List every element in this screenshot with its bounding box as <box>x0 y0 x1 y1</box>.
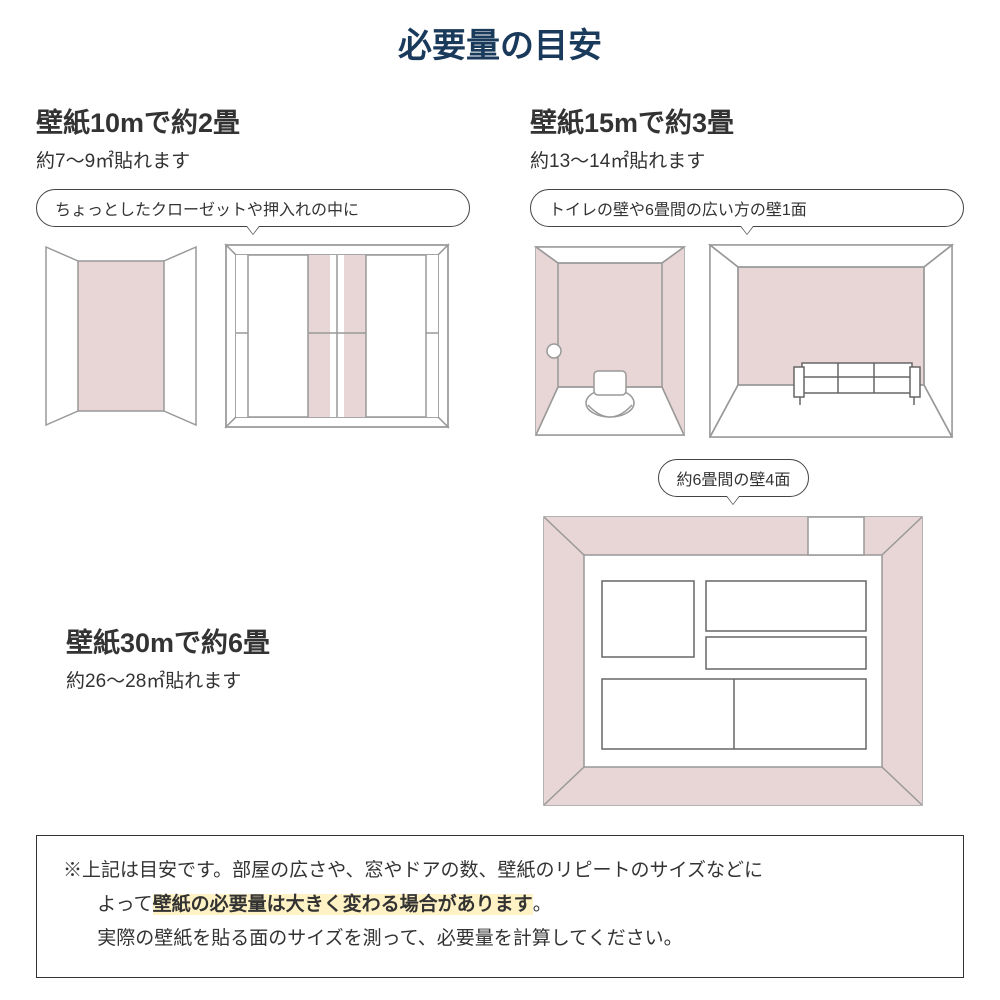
bubble-30m: 約6畳間の壁4面 <box>658 459 810 497</box>
sub-30m: 約26～28㎡貼れます <box>66 666 463 693</box>
toilet-room-icon <box>530 241 690 441</box>
block-15m: 壁紙15mで約3畳 約13～14㎡貼れます トイレの壁や6畳間の広い方の壁1面 <box>530 101 964 441</box>
closet-icon <box>36 241 206 431</box>
sub-10m: 約7～9㎡貼れます <box>36 146 470 173</box>
note-highlight: 壁紙の必要量は大きく変わる場合があります <box>153 894 533 915</box>
living-wall-icon <box>706 241 956 441</box>
illus-10m <box>36 241 470 431</box>
bubble-10m: ちょっとしたクローゼットや押入れの中に <box>36 189 470 227</box>
room-6jo-icon <box>538 511 928 811</box>
page-title: 必要量の目安 <box>36 18 964 67</box>
illus-15m <box>530 241 964 441</box>
oshiire-icon <box>222 241 452 431</box>
note-line1: ※上記は目安です。部屋の広さや、窓やドアの数、壁紙のリピートのサイズなどに <box>63 854 937 888</box>
heading-30m: 壁紙30mで約6畳 <box>66 621 463 660</box>
top-row: 壁紙10mで約2畳 約7～9㎡貼れます ちょっとしたクローゼットや押入れの中に <box>36 101 964 441</box>
note-box: ※上記は目安です。部屋の広さや、窓やドアの数、壁紙のリピートのサイズなどに よっ… <box>36 835 964 978</box>
block-30m: 壁紙30mで約6畳 約26～28㎡貼れます 約6畳間の壁4面 <box>36 459 964 811</box>
note-line2: よって壁紙の必要量は大きく変わる場合があります。 <box>63 888 937 922</box>
block-10m: 壁紙10mで約2畳 約7～9㎡貼れます ちょっとしたクローゼットや押入れの中に <box>36 101 470 441</box>
bubble-15m: トイレの壁や6畳間の広い方の壁1面 <box>530 189 964 227</box>
sub-15m: 約13～14㎡貼れます <box>530 146 964 173</box>
heading-10m: 壁紙10mで約2畳 <box>36 101 470 140</box>
note-line3: 実際の壁紙を貼る面のサイズを測って、必要量を計算してください。 <box>63 922 937 956</box>
heading-15m: 壁紙15mで約3畳 <box>530 101 964 140</box>
